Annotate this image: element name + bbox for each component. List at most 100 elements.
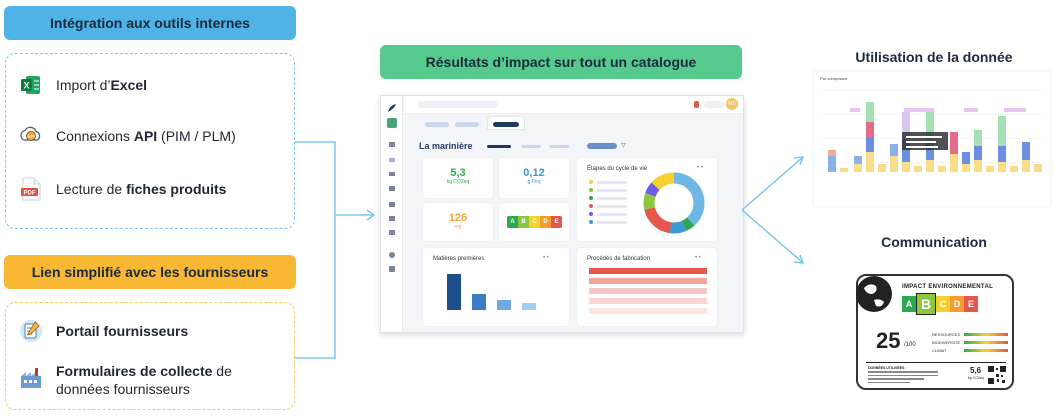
kpi-p-value: 0,12 (523, 167, 545, 179)
avatar[interactable]: MS (726, 98, 738, 110)
label-grade-scale: A B C D E (902, 293, 978, 315)
dashboard-topbar: MS (404, 96, 743, 114)
excel-icon: X (18, 72, 44, 98)
folder-icon (389, 202, 395, 207)
tab-active-label (493, 122, 519, 127)
api-row: API Connexions API (PIM / PLM) (18, 123, 236, 149)
grade-c: C (529, 216, 540, 228)
list-icon (389, 158, 395, 162)
product-name: La marinière (419, 141, 473, 151)
lifecycle-title: Étapes du cycle de vie (587, 166, 648, 172)
lifecycle-menu-icon[interactable]: • • (697, 165, 703, 171)
bell-icon[interactable] (694, 101, 699, 108)
svg-text:PDF: PDF (24, 191, 36, 197)
api-label: Connexions API (PIM / PLM) (56, 128, 236, 144)
tab-1[interactable] (425, 122, 449, 127)
label-side-unit: kg CO2eq (968, 376, 984, 380)
network-icon (389, 186, 395, 191)
grade-card: A B C D E (499, 203, 569, 241)
svg-text:X: X (23, 81, 29, 91)
filter-icon[interactable]: ▽ (621, 143, 626, 149)
excel-row: X Import d’Excel (18, 72, 147, 98)
center-title: Résultats d’impact sur tout un catalogue (380, 45, 742, 79)
kpi-mg-value: 126 (448, 212, 468, 224)
label-rows: RESSOURCES BIODIVERSITÉ CLIMAT (932, 332, 1008, 353)
api-cloud-icon: API (18, 123, 44, 149)
label-row-climat: CLIMAT (932, 348, 947, 353)
settings-icon (389, 252, 395, 258)
grade-scale: A B C D E (507, 216, 562, 228)
materials-menu-icon[interactable]: • • (543, 255, 549, 261)
dashboard-sidebar (381, 96, 403, 332)
materials-bar-2 (472, 294, 486, 310)
feather-logo-icon (387, 100, 397, 112)
cube-icon (387, 118, 397, 128)
kpi-p-unit: g Peq (527, 179, 541, 185)
integration-box (5, 53, 295, 229)
label-footer-title: DONNÉES UTILISÉES : (868, 366, 907, 370)
label-grade-a: A (902, 296, 916, 312)
process-row-3 (589, 288, 707, 294)
docs-icon (389, 266, 395, 272)
label-score: 25 (876, 328, 901, 353)
dashboard-screenshot: MS La marinière ▽ 5,3 kg CO2eq 0,12 g Pe… (380, 95, 744, 333)
supplier-box (5, 302, 295, 410)
product-tab-1[interactable] (487, 145, 511, 148)
kpi-card-p: 0,12 g Peq (499, 158, 569, 198)
process-menu-icon[interactable]: • • (695, 255, 701, 261)
book-icon (389, 216, 395, 221)
process-row-2 (589, 278, 707, 284)
pdf-label: Lecture de fiches produits (56, 181, 227, 197)
label-grade-c: C (936, 296, 950, 312)
label-grade-b: B (916, 293, 936, 315)
lifecycle-donut (643, 172, 705, 234)
kpi-card-co2: 5,3 kg CO2eq (423, 158, 493, 198)
product-tab-2[interactable] (521, 145, 541, 148)
lifecycle-legend (589, 180, 627, 224)
usage-stacked-bars (820, 90, 1044, 172)
search-input[interactable] (418, 101, 498, 108)
comm-title: Communication (881, 234, 987, 250)
product-tab-3[interactable] (549, 145, 569, 148)
kpi-co2-value: 5,3 (450, 167, 466, 179)
materials-bar-1 (447, 274, 461, 310)
materials-title: Matières premières (433, 256, 485, 262)
process-row-5 (589, 308, 707, 314)
supplier-title: Lien simplifié avec les fournisseurs (4, 255, 296, 289)
label-divider (866, 362, 1006, 363)
env-label-card: IMPACT ENVIRONNEMENTAL A B C D E 25 /100… (856, 274, 1014, 390)
process-row-1 (589, 268, 707, 274)
user-pill[interactable] (704, 101, 724, 108)
materials-bar-4 (522, 303, 536, 310)
process-card: Procédés de fabrication • • (577, 248, 717, 326)
portal-row: Portail fournisseurs (18, 318, 188, 344)
grade-e: E (551, 216, 562, 228)
grade-b: B (518, 216, 529, 228)
kpi-co2-unit: kg CO2eq (446, 179, 470, 185)
grade-d: D (540, 216, 551, 228)
usage-chart: Par composant (814, 72, 1050, 206)
kpi-mg-unit: mg (454, 224, 462, 230)
factory-icon (18, 365, 44, 391)
integration-title: Intégration aux outils internes (4, 6, 296, 40)
portal-label: Portail fournisseurs (56, 323, 189, 339)
globe-leaf-icon (854, 274, 894, 314)
label-footer-text (868, 371, 938, 383)
filter-select[interactable] (587, 143, 617, 149)
pdf-row: PDF Lecture de fiches produits (18, 176, 226, 202)
label-header: IMPACT ENVIRONNEMENTAL (902, 284, 994, 290)
forms-row: Formulaires de collecte de données fourni… (18, 362, 232, 398)
materials-card: Matières premières • • (423, 248, 569, 326)
pdf-icon: PDF (18, 176, 44, 202)
right-connector (742, 156, 805, 264)
excel-label: Import d’Excel (56, 77, 148, 93)
grade-a: A (507, 216, 518, 228)
materials-bar-3 (497, 300, 511, 310)
left-connector (295, 141, 375, 359)
download-icon (389, 230, 395, 235)
tab-2[interactable] (455, 122, 479, 127)
portal-icon (18, 318, 44, 344)
label-side-value: 5,6 (970, 366, 982, 375)
qr-code-icon (988, 366, 1006, 384)
label-row-biodiversite: BIODIVERSITÉ (932, 340, 961, 345)
